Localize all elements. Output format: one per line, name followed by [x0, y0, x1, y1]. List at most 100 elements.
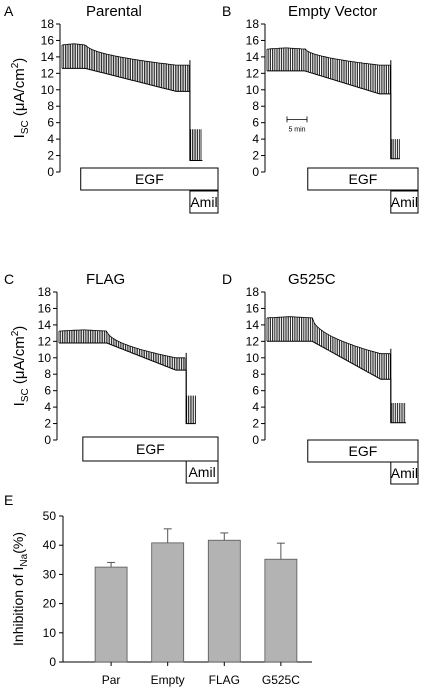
y-tick-label: 16: [41, 33, 55, 47]
y-tick-label: 16: [38, 301, 52, 315]
y-tick-label: 12: [41, 66, 55, 80]
y-tick-label: 0: [49, 655, 56, 669]
isc-trace: [266, 47, 400, 160]
amil-label: Amil: [391, 465, 418, 481]
y-tick-label: 0: [252, 165, 259, 179]
egf-bar: [82, 436, 219, 462]
y-axis-label-main: I: [11, 134, 28, 138]
panel-letter: C: [4, 271, 14, 287]
y-tick-label: 6: [44, 384, 51, 398]
amil-label: Amil: [190, 194, 217, 210]
y-axis-label-main: I: [11, 402, 28, 406]
amil-bar: [390, 461, 419, 485]
panel-title: G525C: [288, 271, 336, 288]
panel-letter: A: [4, 3, 14, 19]
y-tick-label: 2: [252, 417, 259, 431]
trace-baseline: [62, 67, 203, 161]
trace-envelope: [61, 43, 189, 66]
y-tick-label: 4: [252, 132, 259, 146]
y-axis-label-unit: (μA/cm: [11, 68, 28, 120]
y-tick-label: 8: [252, 367, 259, 381]
amil-bar: [390, 190, 419, 214]
y-axis-label-post: (%): [10, 532, 26, 554]
y-axis-label-sup: 2: [10, 330, 21, 336]
isc-trace: [61, 43, 203, 161]
panel-title: Empty Vector: [288, 3, 377, 20]
y-tick-label: 4: [252, 400, 259, 414]
y-tick-label: 12: [246, 334, 260, 348]
isc-trace: [266, 316, 406, 424]
egf-label: EGF: [135, 171, 164, 187]
bar-g525c: [264, 558, 298, 663]
y-axis-label: ISC (μA/cm2): [10, 58, 31, 139]
panel-d: D G525C 0 2 4 6 8 10 12 14 16 18 EGF Amil: [222, 271, 419, 485]
trace-envelope: [266, 47, 391, 66]
bar-par: [94, 566, 128, 663]
y-tick-label: 14: [38, 318, 52, 332]
amil-label: Amil: [391, 194, 418, 210]
trace-spikes: [266, 316, 406, 423]
y-tick-label: 0: [252, 433, 259, 447]
y-tick-label: 2: [252, 149, 259, 163]
egf-label: EGF: [348, 171, 377, 187]
y-axis-label-sub: Na: [19, 553, 30, 566]
y-tick-label: 14: [246, 50, 260, 64]
y-tick-label: 20: [43, 597, 57, 611]
y-tick-label: 6: [47, 116, 54, 130]
y-tick-label: 8: [47, 99, 54, 113]
y-tick-label: 12: [38, 334, 52, 348]
trace-baseline: [59, 342, 196, 425]
y-axis-label-unit: (μA/cm: [11, 336, 28, 388]
amil-bar: [189, 190, 219, 214]
panel-title: FLAG: [86, 271, 125, 288]
y-tick-label: 14: [41, 50, 55, 64]
trace-envelope: [266, 316, 391, 355]
y-tick-label: 10: [246, 83, 260, 97]
y-tick-label: 2: [44, 417, 51, 431]
y-tick-label: 8: [252, 99, 259, 113]
y-tick-label: 16: [246, 301, 260, 315]
y-axis-label-close: ): [11, 326, 28, 331]
bar-flag: [207, 539, 241, 663]
y-tick-label: 18: [38, 285, 52, 299]
y-tick-label: 30: [43, 567, 57, 581]
y-tick-label: 16: [246, 33, 260, 47]
egf-label: EGF: [136, 441, 165, 457]
scale-bar-label: 5 min: [288, 126, 305, 133]
amil-bar: [185, 460, 219, 484]
panel-b: B Empty Vector 0 2 4 6 8 10 12 14 16 18 5 min EGF Amil: [222, 3, 419, 214]
y-axis-label-close: ): [11, 58, 28, 63]
y-tick-label: 10: [246, 351, 260, 365]
y-tick-label: 4: [47, 132, 54, 146]
y-tick-label: 0: [47, 165, 54, 179]
x-tick-label: Empty: [151, 673, 185, 687]
y-tick-label: 0: [44, 433, 51, 447]
y-axis-label-sub: SC: [20, 120, 31, 134]
x-tick-label: G525C: [262, 673, 300, 687]
y-tick-label: 10: [41, 83, 55, 97]
y-tick-label: 50: [43, 509, 57, 523]
panel-e: E 0 10 20 30 40 50 Inhibition of INa(%) Par Empty…: [4, 492, 312, 687]
trace-spikes: [58, 329, 196, 424]
y-tick-label: 2: [47, 149, 54, 163]
trace-baseline: [267, 70, 400, 160]
x-tick-label: FLAG: [209, 673, 240, 687]
y-tick-label: 40: [43, 538, 57, 552]
y-tick-label: 6: [252, 116, 259, 130]
y-tick-label: 18: [41, 17, 55, 31]
isc-trace: [58, 329, 196, 425]
y-tick-label: 18: [246, 17, 260, 31]
y-axis-label-main: Inhibition of I: [10, 567, 26, 646]
x-tick-label: Par: [102, 673, 121, 687]
amil-label: Amil: [188, 464, 215, 480]
y-axis-label-sub: SC: [20, 388, 31, 402]
y-tick-label: 18: [246, 285, 260, 299]
y-tick-label: 8: [44, 367, 51, 381]
y-tick-label: 10: [38, 351, 52, 365]
trace-envelope: [58, 329, 185, 359]
bar-empty: [151, 542, 185, 663]
egf-label: EGF: [348, 443, 377, 459]
